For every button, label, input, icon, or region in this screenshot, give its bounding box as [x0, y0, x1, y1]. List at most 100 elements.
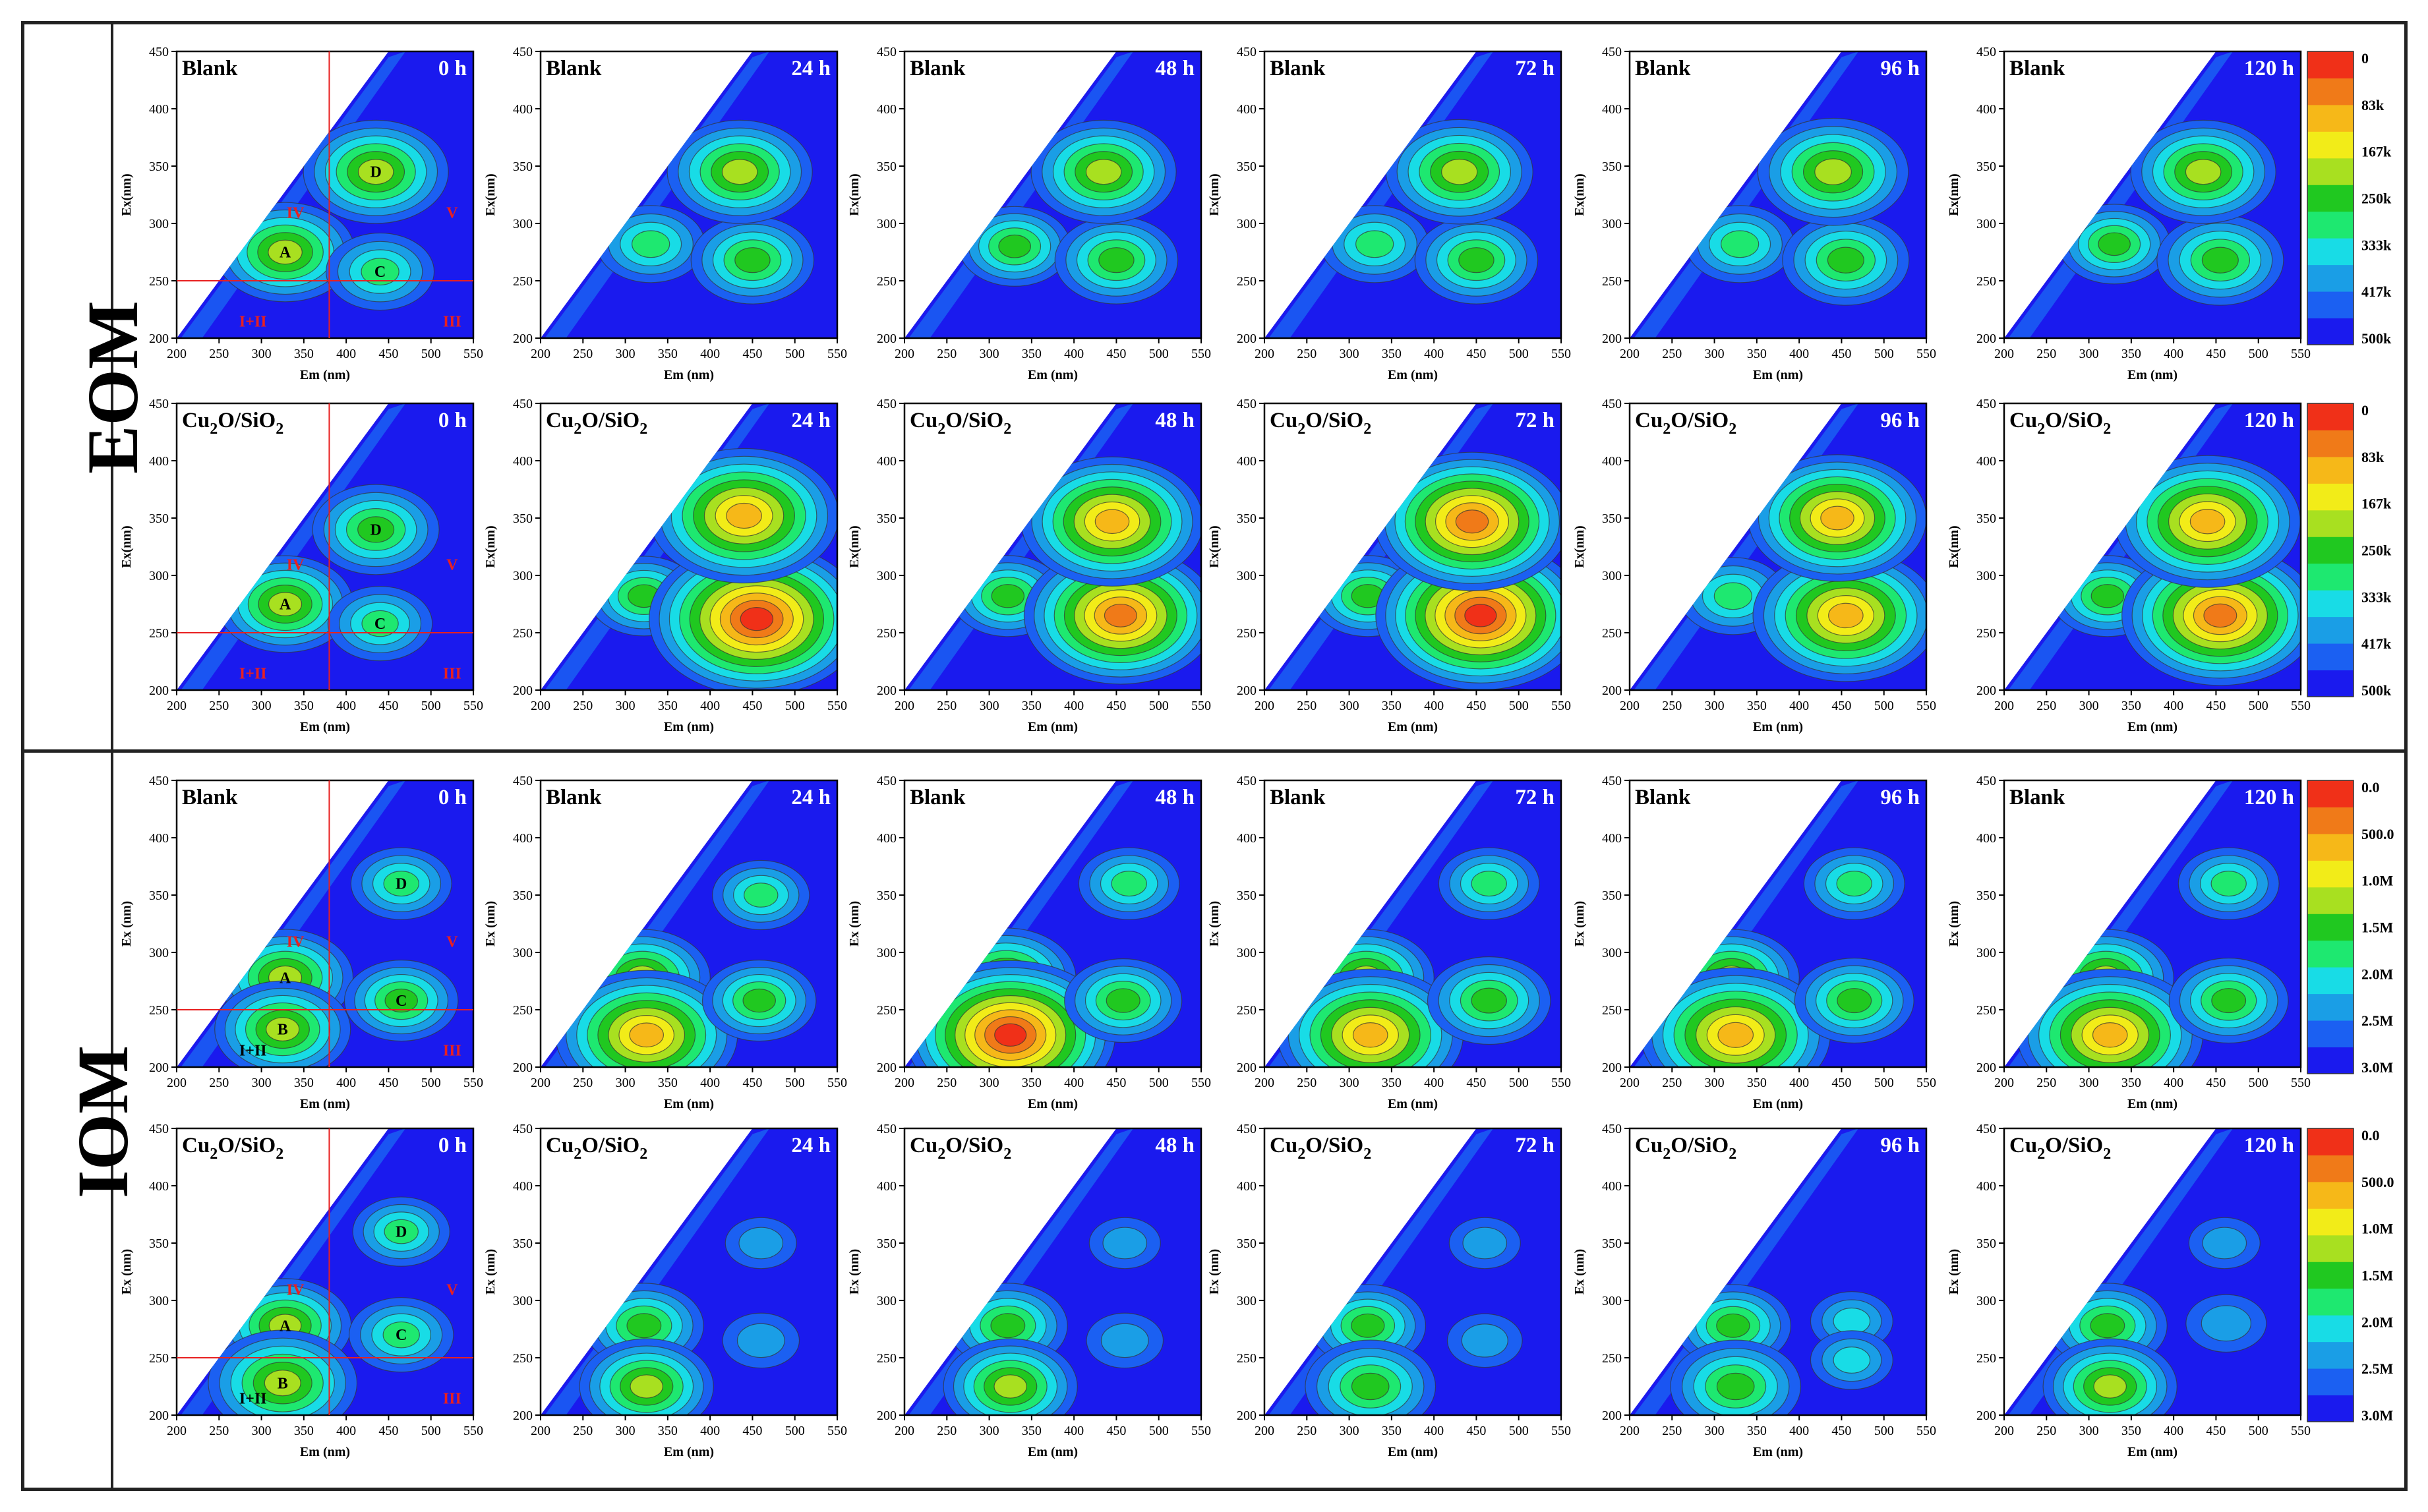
x-axis-label: Em (nm): [664, 1445, 714, 1459]
y-tick-label: 200: [1602, 1409, 1622, 1423]
x-tick-label: 450: [1106, 1076, 1126, 1090]
colorbar-swatch: [2307, 1208, 2354, 1236]
sample-label: Cu2O/SiO2: [1635, 409, 1736, 438]
time-label: 96 h: [1880, 409, 1920, 432]
colorbar-swatch: [2307, 104, 2354, 132]
sample-label: Cu2O/SiO2: [182, 409, 283, 438]
x-tick-label: 400: [1789, 1424, 1809, 1438]
peak-label: A: [280, 1318, 291, 1335]
contour-level: [994, 1023, 1027, 1047]
colorbar-swatch: [2307, 483, 2354, 511]
colorbar-tick-label: 3.0M: [2361, 1059, 2394, 1076]
x-tick-label: 400: [336, 347, 356, 361]
x-tick-label: 300: [616, 347, 636, 361]
x-tick-label: 250: [573, 347, 593, 361]
colorbar-swatch: [2307, 131, 2354, 159]
y-tick-label: 200: [513, 1061, 533, 1075]
time-label: 72 h: [1515, 786, 1555, 809]
x-tick-label: 350: [658, 699, 678, 713]
y-axis-label: Ex (nm): [1572, 901, 1587, 946]
contour-level: [2201, 247, 2239, 274]
y-tick-label: 200: [877, 1061, 897, 1075]
colorbar-tick-label: 2.5M: [2361, 1360, 2394, 1377]
y-tick-label: 200: [149, 332, 169, 346]
y-tick-label: 300: [877, 1294, 897, 1308]
colorbar-swatch: [2307, 1181, 2354, 1209]
x-tick-label: 550: [1551, 347, 1571, 361]
y-tick-label: 450: [877, 1122, 897, 1136]
x-tick-label: 550: [1551, 1424, 1571, 1438]
x-tick-label: 400: [336, 1424, 356, 1438]
axes-frame: [903, 50, 1202, 339]
sample-label: Cu2O/SiO2: [1270, 1134, 1371, 1163]
x-tick-label: 550: [827, 1076, 847, 1090]
y-tick-label: 300: [513, 1294, 533, 1308]
x-tick-label: 500: [2249, 347, 2268, 361]
x-tick-label: 450: [378, 1076, 398, 1090]
y-tick-label: 350: [877, 1236, 897, 1251]
eem-panel: 200 250 300 350 400 450 500 550 200 250 300 350 400 4…: [847, 1122, 1211, 1459]
y-tick-label: 300: [513, 217, 533, 231]
contour-level: [2203, 603, 2237, 628]
x-tick-label: 250: [1662, 1076, 1682, 1090]
y-axis-label: Ex(nm): [119, 173, 134, 216]
contour-level: [2093, 1374, 2127, 1399]
x-tick-label: 300: [2079, 699, 2099, 713]
colorbar-swatch: [2307, 403, 2354, 430]
y-tick-label: 450: [513, 45, 533, 59]
axes-frame: [903, 779, 1202, 1068]
y-tick-label: 350: [877, 888, 897, 903]
x-tick-label: 500: [1149, 1424, 1169, 1438]
y-tick-label: 250: [877, 274, 897, 289]
y-tick-label: 400: [1976, 454, 1996, 469]
sample-label: Cu2O/SiO2: [546, 1134, 647, 1163]
x-tick-label: 450: [1831, 699, 1851, 713]
peak-label: C: [374, 264, 386, 281]
contour-level: [1828, 602, 1864, 629]
x-axis-label: Em (nm): [664, 368, 714, 382]
y-tick-label: 400: [513, 102, 533, 117]
contour-level: [361, 610, 399, 637]
colorbar-tick-label: 2.0M: [2361, 1314, 2394, 1330]
sample-label: Cu2O/SiO2: [2009, 409, 2111, 438]
x-tick-label: 250: [573, 1424, 593, 1438]
y-tick-label: 400: [877, 454, 897, 469]
x-tick-label: 250: [1662, 1424, 1682, 1438]
y-axis-label: Ex(nm): [119, 525, 134, 567]
y-tick-label: 350: [513, 1236, 533, 1251]
y-tick-label: 400: [1602, 831, 1622, 846]
x-tick-label: 450: [2206, 1076, 2226, 1090]
time-label: 48 h: [1155, 409, 1195, 432]
x-tick-label: 500: [421, 1076, 441, 1090]
y-tick-label: 400: [1602, 102, 1622, 117]
y-axis-label: Ex (nm): [1572, 1249, 1587, 1294]
x-tick-label: 500: [1509, 699, 1529, 713]
sample-label: Blank: [1635, 786, 1691, 809]
x-tick-label: 250: [937, 699, 957, 713]
time-label: 0 h: [438, 1134, 467, 1157]
y-tick-label: 200: [1976, 683, 1996, 698]
sample-label: Blank: [1270, 57, 1326, 80]
x-axis-label: Em (nm): [1753, 1445, 1803, 1459]
contour-level: [1355, 230, 1394, 258]
x-tick-label: 350: [1022, 347, 1042, 361]
y-tick-label: 450: [1237, 1122, 1257, 1136]
colorbar-tick-label: 0: [2361, 402, 2369, 419]
x-tick-label: 550: [1916, 1076, 1936, 1090]
y-tick-label: 200: [513, 1409, 533, 1423]
colorbar-swatch: [2307, 780, 2354, 807]
y-tick-label: 350: [1602, 160, 1622, 174]
x-tick-label: 300: [252, 347, 272, 361]
contour-level: [1104, 603, 1137, 627]
time-label: 24 h: [791, 1134, 831, 1157]
contour-level: [998, 234, 1031, 258]
x-tick-label: 550: [1551, 699, 1571, 713]
x-tick-label: 200: [1255, 1076, 1274, 1090]
sample-label: Blank: [182, 57, 238, 80]
colorbar-tick-label: 167k: [2361, 496, 2392, 512]
colorbar-tick-label: 1.5M: [2361, 1267, 2394, 1284]
x-tick-label: 250: [1297, 699, 1317, 713]
x-tick-label: 500: [1874, 1076, 1894, 1090]
axes-frame: [2003, 1127, 2302, 1416]
time-label: 48 h: [1155, 786, 1195, 809]
